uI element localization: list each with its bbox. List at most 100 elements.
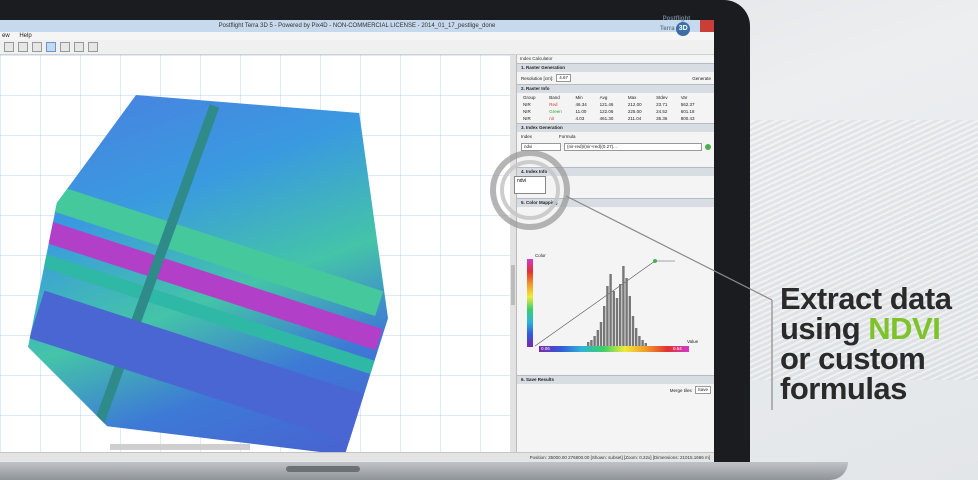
- histogram-max: 0.54: [673, 346, 682, 351]
- histogram-bar: [612, 291, 615, 346]
- table-header: Min: [575, 95, 583, 100]
- close-button[interactable]: [700, 20, 714, 32]
- table-cell: 225.00: [627, 109, 642, 114]
- formula-input[interactable]: (nir-red)/(nir+red)(0.27)...: [564, 143, 702, 151]
- status-bar: Position: 35000.00 276800.00 [Shown: sub…: [0, 452, 714, 462]
- histogram-bar: [625, 278, 628, 346]
- scroll-thumb[interactable]: [511, 265, 515, 305]
- toolbar-button[interactable]: [4, 42, 14, 52]
- ndvi-field-map: [28, 95, 388, 452]
- table-cell: 24.52: [656, 109, 668, 114]
- histogram-chart[interactable]: [525, 251, 705, 361]
- save-button[interactable]: Save: [694, 386, 711, 394]
- table-cell: 46.34: [575, 102, 587, 107]
- headline-line2: using NDVI: [780, 311, 951, 346]
- apply-icon[interactable]: [705, 144, 711, 150]
- index-dropdown-callout[interactable]: ndvi: [514, 176, 546, 194]
- raster-info-table: Group Band Min Avg Max Stdev Var NIR Red…: [521, 94, 707, 122]
- menu-bar: ew Help: [0, 32, 714, 40]
- histogram-bar: [590, 340, 593, 346]
- section-index-generation[interactable]: 3. Index Generation: [517, 123, 714, 132]
- histogram-bar: [635, 328, 638, 346]
- histogram-y-label: Color: [535, 253, 546, 258]
- table-cell: nir: [549, 116, 555, 121]
- table-cell: 461.30: [599, 116, 614, 121]
- histogram-bar: [603, 306, 606, 346]
- index-select[interactable]: ndvi: [521, 143, 561, 151]
- laptop-base: [0, 462, 848, 480]
- app-window: Postflight Terra 3D 5 - Powered by Pix4D…: [0, 20, 714, 462]
- table-row: NIR nir 4.03 461.30 211.04 35.36 800.43: [521, 115, 707, 122]
- horizontal-scrollbar[interactable]: [110, 444, 250, 450]
- table-cell: Green: [549, 109, 562, 114]
- headline-accent: NDVI: [868, 311, 941, 346]
- dropdown-option[interactable]: ndvi: [517, 178, 527, 184]
- title-bar: Postflight Terra 3D 5 - Powered by Pix4D…: [0, 20, 714, 32]
- headline-line3: or custom: [780, 341, 926, 376]
- toolbar-button[interactable]: [32, 42, 42, 52]
- color-gradient-bar: [539, 346, 689, 352]
- histogram-bar: [644, 343, 647, 346]
- merge-tiles-checkbox[interactable]: Merge tiles: [669, 387, 692, 393]
- histogram-bar: [641, 340, 644, 346]
- histogram-bar: [593, 336, 596, 346]
- resolution-label: Resolution [cm]:: [521, 75, 554, 81]
- logo-mark: 3D: [676, 22, 691, 36]
- toolbar-button[interactable]: [60, 42, 70, 52]
- table-cell: NIR: [523, 116, 531, 121]
- resolution-input[interactable]: 4.67: [556, 74, 572, 82]
- histogram-bar: [638, 336, 641, 346]
- zoom-in-icon[interactable]: [74, 42, 84, 52]
- histogram-bar: [622, 266, 625, 346]
- menu-view[interactable]: ew: [2, 33, 10, 39]
- table-header: Avg: [599, 95, 608, 100]
- table-header: Var: [680, 95, 688, 100]
- histogram-bar: [609, 274, 612, 346]
- vertical-scrollbar[interactable]: [510, 55, 516, 452]
- generate-button[interactable]: Generate: [692, 75, 711, 81]
- zoom-out-icon[interactable]: [88, 42, 98, 52]
- histogram-x-label: Value: [687, 339, 699, 344]
- table-cell: 601.18: [680, 109, 695, 114]
- table-header: Stdev: [656, 95, 668, 100]
- table-row: NIR Red 46.34 121.46 212.00 23.71 562.37: [521, 101, 707, 108]
- histogram-bar: [587, 342, 590, 346]
- table-cell: NIR: [523, 109, 531, 114]
- headline-line2-text: using: [780, 311, 869, 346]
- histogram-bars: [587, 266, 647, 346]
- curve-handle[interactable]: [653, 259, 657, 263]
- formula-label: Formula: [559, 134, 576, 139]
- table-cell: 122.06: [599, 109, 614, 114]
- table-cell: 800.43: [680, 116, 695, 121]
- table-cell: 212.00: [627, 102, 642, 107]
- color-scale-bar: [527, 259, 533, 347]
- histogram-bar: [596, 330, 599, 346]
- table-header: Band: [549, 95, 560, 100]
- histogram-bar: [631, 316, 635, 346]
- callout-ring-inner: [500, 160, 560, 220]
- table-cell: NIR: [523, 102, 531, 107]
- section-raster-generation[interactable]: 1. Raster Generation: [517, 63, 714, 72]
- histogram-bar: [615, 298, 619, 346]
- headline: Extract data using NDVI or custom formul…: [780, 281, 952, 406]
- histogram-bar: [619, 284, 622, 346]
- table-cell: 4.03: [575, 116, 585, 121]
- section-save-results[interactable]: 6. Save Results: [517, 375, 714, 384]
- table-cell: 11.00: [575, 109, 587, 114]
- headline-line1: Extract data: [780, 281, 952, 316]
- table-cell: 23.71: [656, 102, 668, 107]
- index-label: Index: [521, 134, 533, 139]
- histogram-bar: [599, 322, 603, 346]
- table-row: NIR Green 11.00 122.06 225.00 24.52 601.…: [521, 108, 707, 115]
- headline-line4: formulas: [780, 371, 907, 406]
- section-raster-info[interactable]: 2. Raster Info: [517, 84, 714, 93]
- panel-title: Index Calculator: [520, 56, 553, 61]
- table-cell: 121.46: [599, 102, 614, 107]
- toolbar-button-active[interactable]: [46, 42, 56, 52]
- toolbar-button[interactable]: [18, 42, 28, 52]
- menu-help[interactable]: Help: [19, 33, 32, 39]
- window-title: Postflight Terra 3D 5 - Powered by Pix4D…: [218, 23, 496, 29]
- table-cell: 211.04: [627, 116, 642, 121]
- histogram-min: 0.06: [541, 346, 550, 351]
- map-view[interactable]: [0, 55, 510, 452]
